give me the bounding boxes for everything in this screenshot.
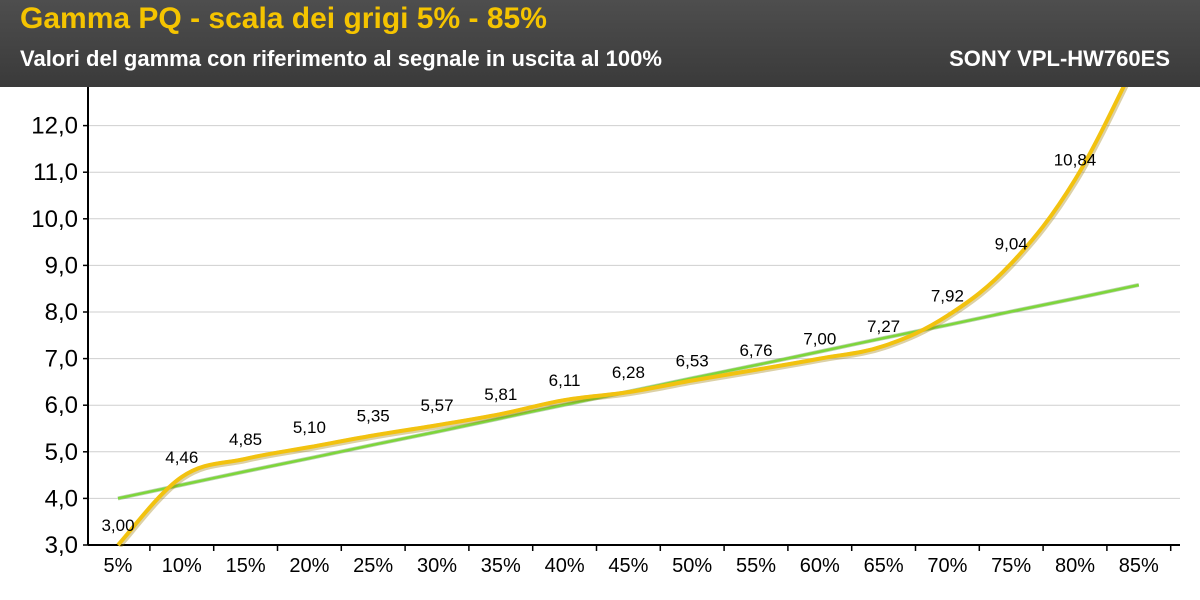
x-tick-label: 60%	[800, 555, 840, 577]
y-tick-label: 6,0	[45, 392, 78, 419]
x-tick-label: 15%	[226, 555, 266, 577]
data-label: 5,81	[484, 385, 517, 404]
chart-title: Gamma PQ - scala dei grigi 5% - 85%	[20, 2, 547, 35]
grid-lines	[88, 125, 1180, 499]
y-tick-label: 8,0	[45, 299, 78, 326]
data-label: 5,35	[357, 406, 390, 425]
x-tick-label: 55%	[736, 555, 776, 577]
data-label: 7,00	[803, 330, 836, 349]
x-tick-label: 25%	[353, 555, 393, 577]
y-tick-label: 11,0	[33, 159, 78, 186]
x-tick-label: 5%	[104, 555, 133, 577]
x-tick-label: 50%	[672, 555, 712, 577]
data-label: 6,11	[549, 371, 581, 390]
data-label: 6,53	[676, 352, 709, 371]
series-layer	[116, 87, 1140, 547]
y-tick-label: 9,0	[45, 252, 78, 279]
x-tick-label: 70%	[927, 555, 967, 577]
chart-subtitle: Valori del gamma con riferimento al segn…	[20, 46, 662, 71]
data-label: 5,57	[420, 396, 453, 415]
device-model: SONY VPL-HW760ES	[949, 46, 1170, 71]
x-tick-label: 30%	[417, 555, 457, 577]
data-label: 6,28	[612, 363, 645, 382]
chart-header: Gamma PQ - scala dei grigi 5% - 85% Valo…	[0, 0, 1200, 87]
data-label: 7,27	[867, 317, 900, 336]
x-tick-label: 75%	[991, 555, 1031, 577]
x-tick-label: 40%	[545, 555, 585, 577]
measured-line	[116, 87, 1126, 547]
y-tick-label: 3,0	[45, 532, 78, 559]
y-tick-label: 4,0	[45, 485, 78, 512]
y-tick-label: 5,0	[45, 439, 78, 466]
y-tick-label: 12,0	[31, 113, 78, 140]
measured-line-shadow	[116, 87, 1129, 547]
data-label: 3,00	[101, 516, 134, 535]
x-tick-label: 45%	[608, 555, 648, 577]
data-labels: 3,00 4,46 4,85 5,10 5,35 5,57 5,81 6,11 6,28 6,53…	[101, 151, 1096, 535]
data-label: 5,10	[293, 418, 326, 437]
data-label: 10,84	[1054, 151, 1097, 170]
data-label: 6,76	[739, 341, 772, 360]
y-tick-label: 7,0	[45, 346, 78, 373]
x-tick-label: 65%	[864, 555, 904, 577]
x-tick-label: 80%	[1055, 555, 1095, 577]
x-tick-label: 20%	[289, 555, 329, 577]
y-tick-label: 10,0	[31, 206, 78, 233]
x-tick-label: 10%	[162, 555, 202, 577]
data-label: 4,46	[165, 448, 198, 467]
data-label: 4,85	[229, 430, 262, 449]
x-tick-label: 85%	[1119, 555, 1159, 577]
data-label: 9,04	[995, 235, 1028, 254]
data-label: 7,92	[931, 287, 964, 306]
x-tick-label: 35%	[481, 555, 521, 577]
axes: 3,0 4,0 5,0 6,0 7,0 8,0 9,0 10,0 11,0 12,0 5% 10% 15…	[31, 87, 1180, 577]
